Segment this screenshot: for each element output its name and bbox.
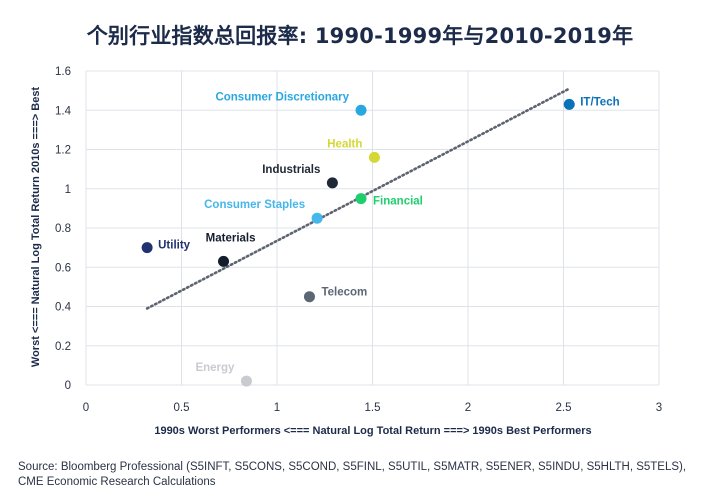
- point-label: Materials: [206, 232, 256, 244]
- point-label: Utility: [158, 240, 191, 252]
- point-label: Consumer Discretionary: [215, 91, 349, 103]
- point-utility: [141, 242, 153, 254]
- point-telecom: [303, 291, 315, 303]
- y-tick-label: 1: [65, 184, 71, 196]
- source-note: Source: Bloomberg Professional (S5INFT, …: [18, 460, 686, 490]
- point-consumer-staples: [311, 212, 323, 224]
- y-tick-label: 0.4: [55, 302, 72, 314]
- x-tick-label: 3: [656, 402, 662, 414]
- y-tick-label: 0.2: [55, 341, 71, 353]
- point-it-tech: [563, 98, 575, 110]
- point-label: Health: [327, 138, 362, 150]
- y-axis-label: Worst <=== Natural Log Total Return 2010…: [30, 87, 42, 368]
- x-axis-label: 1990s Worst Performers <=== Natural Log …: [154, 425, 591, 437]
- point-label: Telecom: [321, 287, 367, 299]
- y-tick-label: 0.6: [55, 262, 71, 274]
- x-tick-labels: 0 0.5 1 1.5 2 2.5 3: [83, 402, 662, 414]
- x-tick-label: 1.5: [365, 402, 381, 414]
- point-label: Financial: [373, 196, 423, 208]
- y-tick-label: 1.2: [55, 145, 71, 157]
- point-label: Consumer Staples: [204, 199, 305, 211]
- x-tick-label: 2.5: [556, 402, 572, 414]
- point-energy: [240, 375, 252, 387]
- x-tick-label: 0: [83, 402, 89, 414]
- y-tick-label: 0: [65, 380, 71, 392]
- point-industrials: [326, 177, 338, 189]
- point-financial: [355, 193, 367, 205]
- grid: [85, 70, 660, 386]
- x-tick-label: 1: [274, 402, 280, 414]
- x-tick-label: 0.5: [174, 402, 190, 414]
- chart-title: 个别行业指数总回报率: 1990-1999年与2010-2019年: [86, 24, 634, 48]
- y-tick-label: 0.8: [55, 223, 71, 235]
- source-line-1: Source: Bloomberg Professional (S5INFT, …: [18, 461, 687, 473]
- source-line-2: CME Economic Research Calculations: [18, 476, 216, 488]
- y-tick-label: 1.6: [55, 66, 71, 78]
- y-tick-labels: 0 0.2 0.4 0.6 0.8 1 1.2 1.4 1.6: [55, 66, 72, 392]
- point-health: [368, 151, 380, 163]
- points-group: Consumer Discretionary IT/Tech Health Indus…: [141, 91, 620, 387]
- point-label: Industrials: [262, 164, 320, 176]
- point-label: Energy: [195, 362, 235, 374]
- point-materials: [218, 255, 230, 267]
- scatter-plot: Consumer Discretionary IT/Tech Health Indus…: [30, 66, 662, 437]
- y-tick-label: 1.4: [55, 105, 72, 117]
- point-consumer-discretionary: [355, 104, 367, 116]
- point-label: IT/Tech: [580, 96, 619, 108]
- x-tick-label: 2: [465, 402, 471, 414]
